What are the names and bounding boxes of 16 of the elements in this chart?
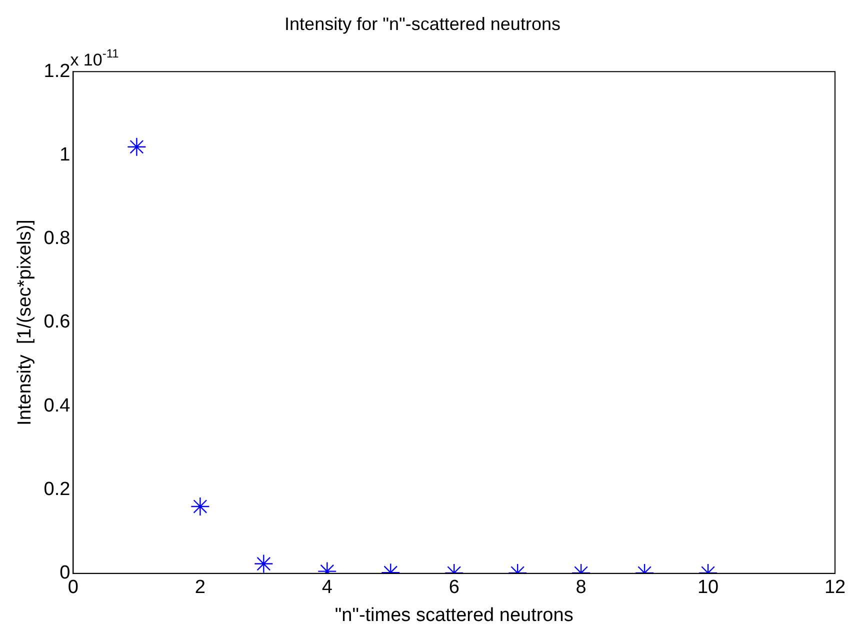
y-tick-label: 0.4 xyxy=(44,395,71,416)
y-tick-label: 0.2 xyxy=(44,479,70,500)
x-tick-label: 4 xyxy=(322,577,333,598)
x-tick-label: 2 xyxy=(194,577,206,598)
x-tick-label: 10 xyxy=(697,577,719,598)
point xyxy=(127,137,146,156)
x-tick-label: 12 xyxy=(824,577,846,598)
x-axis-title: "n"-times scattered neutrons xyxy=(334,604,574,626)
y-tick-label: 1.2 xyxy=(44,60,70,82)
y-tick-label: 1 xyxy=(60,144,70,166)
y-axis-title: Intensity [1/(sec*pixels)] xyxy=(14,220,36,426)
y-tick-label: 0.6 xyxy=(44,312,70,333)
x-tick-label: 8 xyxy=(576,577,586,598)
x-tick-label: 6 xyxy=(448,577,460,598)
chart-title: Intensity for "n"-scattered neutrons xyxy=(284,14,560,34)
y-tick-label: 0.8 xyxy=(44,228,70,250)
